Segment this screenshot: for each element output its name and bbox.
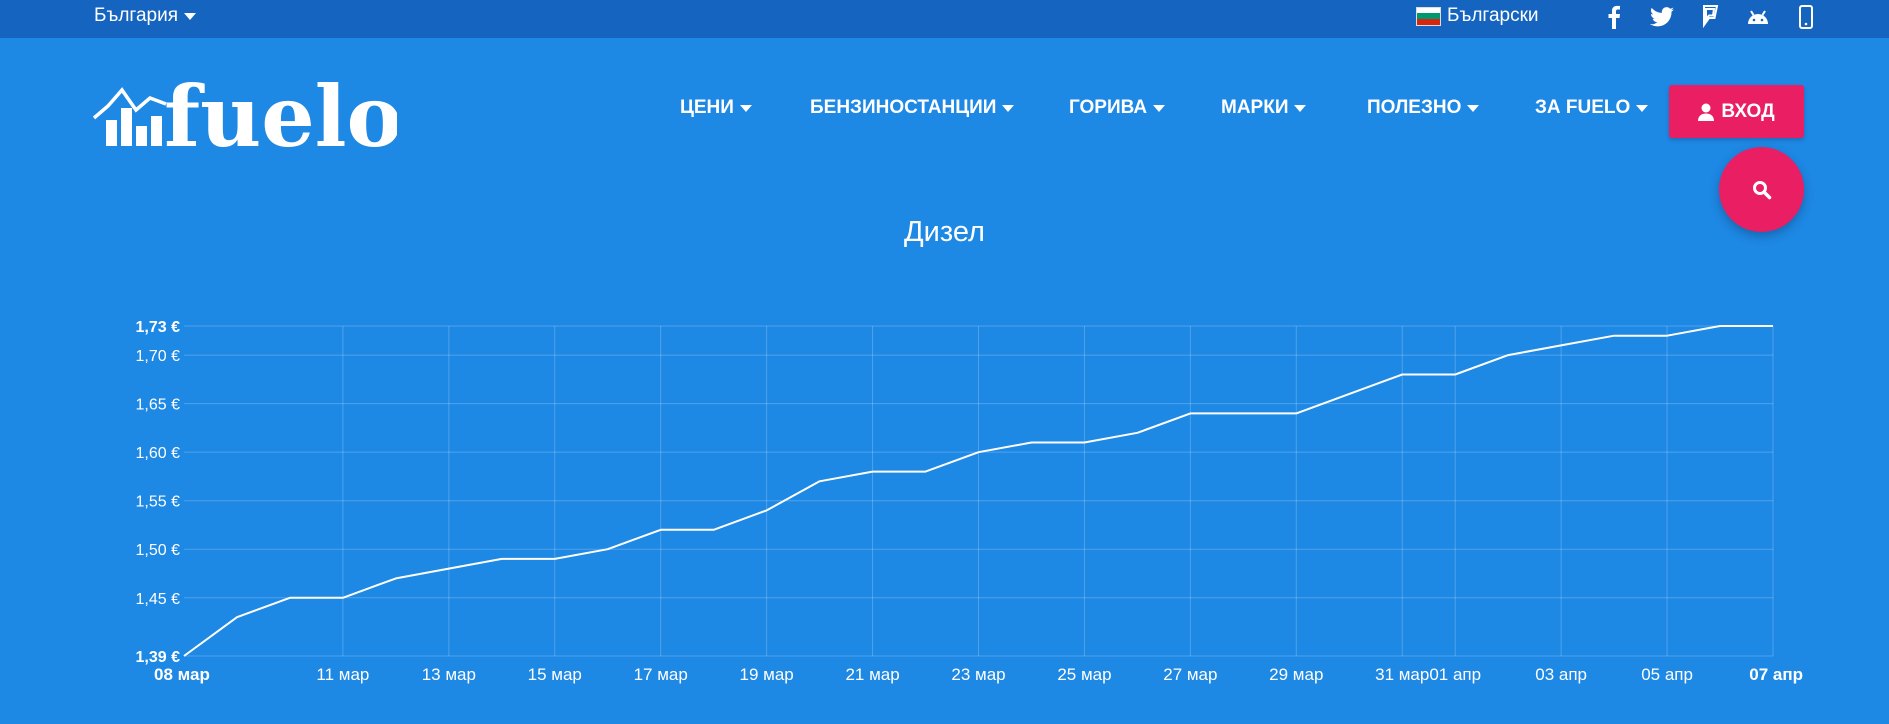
nav-item-prices[interactable]: ЦЕНИ xyxy=(680,97,752,119)
x-tick-label: 31 мар xyxy=(1375,665,1429,684)
country-label: България xyxy=(94,5,178,26)
nav-item-label: ПОЛЕЗНО xyxy=(1367,97,1462,118)
bulgaria-flag-icon xyxy=(1416,6,1441,26)
nav-item-useful[interactable]: ПОЛЕЗНО xyxy=(1367,97,1480,119)
nav-item-label: ЗА FUELO xyxy=(1535,97,1631,118)
price-chart: 1,73 € 1,70 € 1,65 € 1,60 € 1,55 € 1,50 € 1,45… xyxy=(136,319,1803,684)
chevron-down-icon xyxy=(739,104,752,112)
x-tick-label: 05 апр xyxy=(1641,665,1693,684)
y-tick-label: 1,39 € xyxy=(136,649,181,666)
x-tick-label: 27 мар xyxy=(1163,665,1217,684)
language-label: Български xyxy=(1447,5,1539,26)
y-tick-label: 1,55 € xyxy=(136,494,181,511)
fuelo-logo[interactable]: fuelo xyxy=(92,67,403,166)
nav-item-label: МАРКИ xyxy=(1221,97,1289,118)
twitter-icon[interactable] xyxy=(1644,2,1680,32)
x-tick-label: 15 мар xyxy=(528,665,582,684)
nav-item-stations[interactable]: БЕНЗИНОСТАНЦИИ xyxy=(810,97,1015,119)
chevron-down-icon xyxy=(1636,104,1649,112)
chart-title: Дизел xyxy=(904,216,985,248)
chevron-down-icon xyxy=(1467,104,1480,112)
user-icon xyxy=(1698,103,1715,121)
price-line xyxy=(183,325,1773,657)
y-tick-label: 1,45 € xyxy=(136,591,181,608)
search-button[interactable] xyxy=(1719,147,1804,232)
y-tick-label: 1,73 € xyxy=(136,319,181,336)
y-tick-label: 1,65 € xyxy=(136,397,181,414)
x-tick-label: 07 апр xyxy=(1749,665,1803,684)
login-button[interactable]: ВХОД xyxy=(1669,85,1804,138)
nav-item-label: БЕНЗИНОСТАНЦИИ xyxy=(810,97,997,118)
x-tick-label: 21 мар xyxy=(845,665,899,684)
country-selector[interactable]: България xyxy=(94,5,196,27)
top-bar: България Български xyxy=(0,0,1889,38)
x-tick-label: 08 мар xyxy=(154,665,210,684)
chevron-down-icon xyxy=(1153,104,1166,112)
foursquare-icon[interactable] xyxy=(1692,2,1728,32)
x-tick-label: 11 мар xyxy=(316,665,369,684)
nav-item-about[interactable]: ЗА FUELO xyxy=(1535,97,1649,119)
facebook-icon[interactable] xyxy=(1596,2,1632,32)
nav-item-label: ЦЕНИ xyxy=(680,97,734,118)
x-tick-label: 03 апр xyxy=(1535,665,1587,684)
x-tick-label: 25 мар xyxy=(1057,665,1111,684)
mobile-icon[interactable] xyxy=(1788,2,1824,32)
nav-item-brands[interactable]: МАРКИ xyxy=(1221,97,1307,119)
nav-item-fuels[interactable]: ГОРИВА xyxy=(1069,97,1166,119)
x-tick-label: 01 апр xyxy=(1429,665,1481,684)
chevron-down-icon xyxy=(1002,104,1015,112)
y-tick-label: 1,60 € xyxy=(136,445,181,462)
social-links xyxy=(1596,2,1824,32)
android-icon[interactable] xyxy=(1740,2,1776,32)
logo-text: fuelo xyxy=(164,76,397,152)
login-label: ВХОД xyxy=(1721,100,1775,122)
y-tick-label: 1,50 € xyxy=(136,542,181,559)
x-tick-label: 17 мар xyxy=(634,665,688,684)
y-tick-label: 1,70 € xyxy=(136,348,181,365)
chevron-down-icon xyxy=(1294,104,1307,112)
nav-item-label: ГОРИВА xyxy=(1069,97,1148,118)
x-tick-label: 19 мар xyxy=(740,665,794,684)
x-tick-label: 13 мар xyxy=(422,665,476,684)
language-selector[interactable]: Български xyxy=(1416,5,1539,27)
x-tick-label: 23 мар xyxy=(951,665,1005,684)
chevron-down-icon xyxy=(183,12,196,20)
x-tick-label: 29 мар xyxy=(1269,665,1323,684)
search-icon xyxy=(1752,180,1771,199)
